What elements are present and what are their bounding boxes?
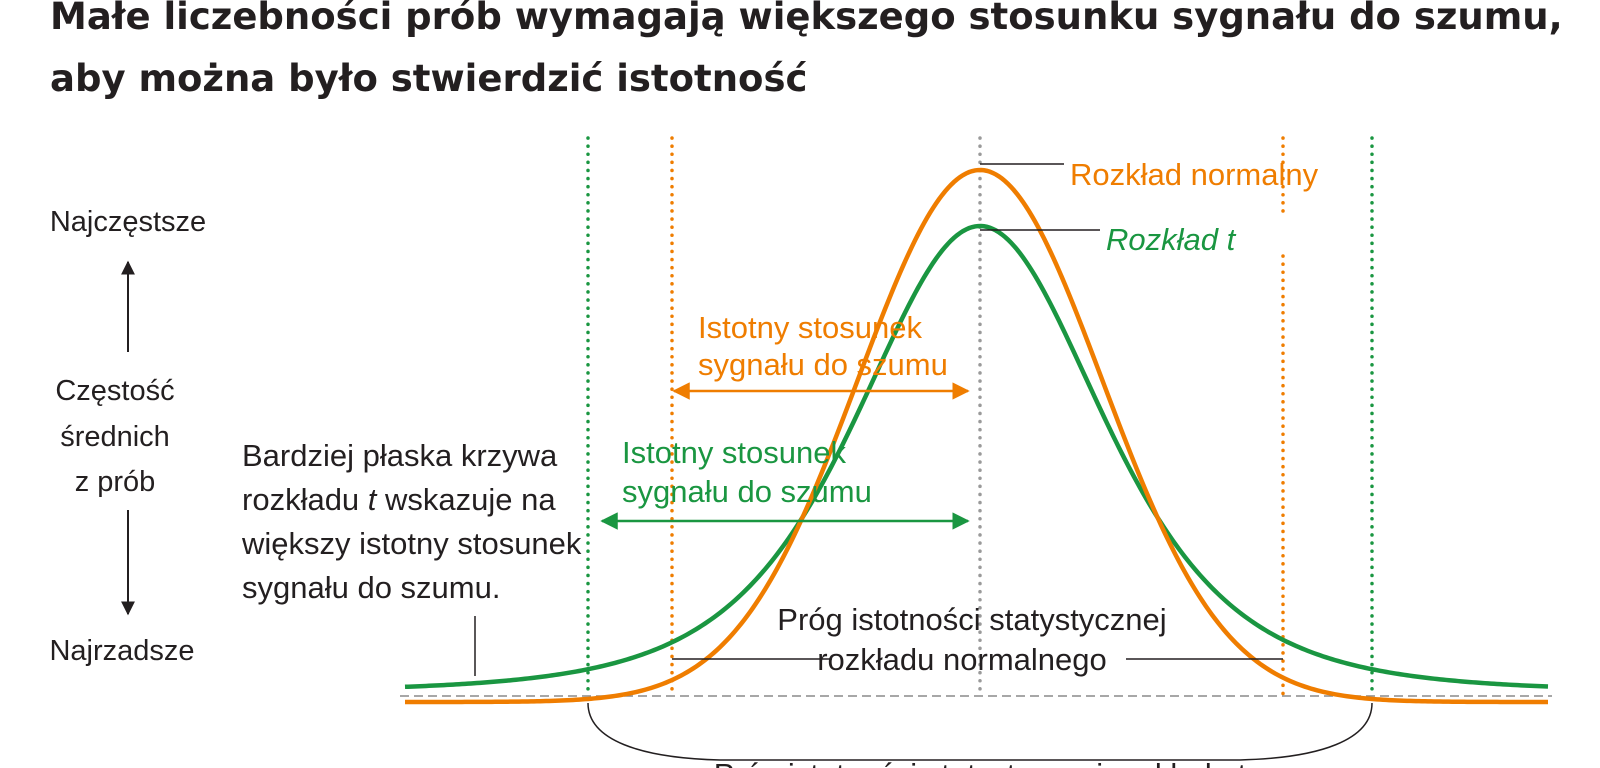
normal-threshold-label-line-1: Próg istotności statystycznej xyxy=(777,602,1166,637)
t-threshold-label: Próg istotności statystycznej rozkładu t xyxy=(714,757,1247,768)
flat-curve-note-line-4: sygnału do szumu. xyxy=(242,570,500,605)
flat-curve-note-line-3: większy istotny stosunek xyxy=(241,526,582,561)
t-distribution-curve xyxy=(404,223,1549,690)
flat-curve-note-line-1: Bardziej płaska krzywa xyxy=(242,438,558,473)
figure-title: Małe liczebności prób wymagają większego… xyxy=(50,0,1563,110)
normal-curve-label: Rozkład normalny xyxy=(1070,157,1319,192)
y-axis-title-line-3: z prób xyxy=(75,466,156,498)
y-axis-title-line-1: Częstość xyxy=(55,375,174,407)
t-curve-label: Rozkład t xyxy=(1106,222,1237,257)
green-ratio-label-line-2: sygnału do szumu xyxy=(622,474,872,509)
y-axis-bottom-label: Najrzadsze xyxy=(49,635,194,667)
green-ratio-label-line-1: Istotny stosunek xyxy=(622,435,847,470)
orange-ratio-label-line-2: sygnału do szumu xyxy=(698,347,948,382)
flat-curve-note-line-2: rozkładu t wskazuje na xyxy=(242,482,556,517)
title-line-2: aby można było stwierdzić istotność xyxy=(50,57,808,100)
y-axis-title-line-2: średnich xyxy=(60,421,170,453)
title-line-1: Małe liczebności prób wymagają większego… xyxy=(50,0,1563,38)
normal-distribution-curve xyxy=(405,167,1548,705)
normal-threshold-label-line-2: rozkładu normalnego xyxy=(817,642,1107,677)
y-axis-top-label: Najczęstsze xyxy=(50,206,206,238)
t-threshold-brace xyxy=(587,702,1373,761)
orange-ratio-label-line-1: Istotny stosunek xyxy=(698,310,923,345)
